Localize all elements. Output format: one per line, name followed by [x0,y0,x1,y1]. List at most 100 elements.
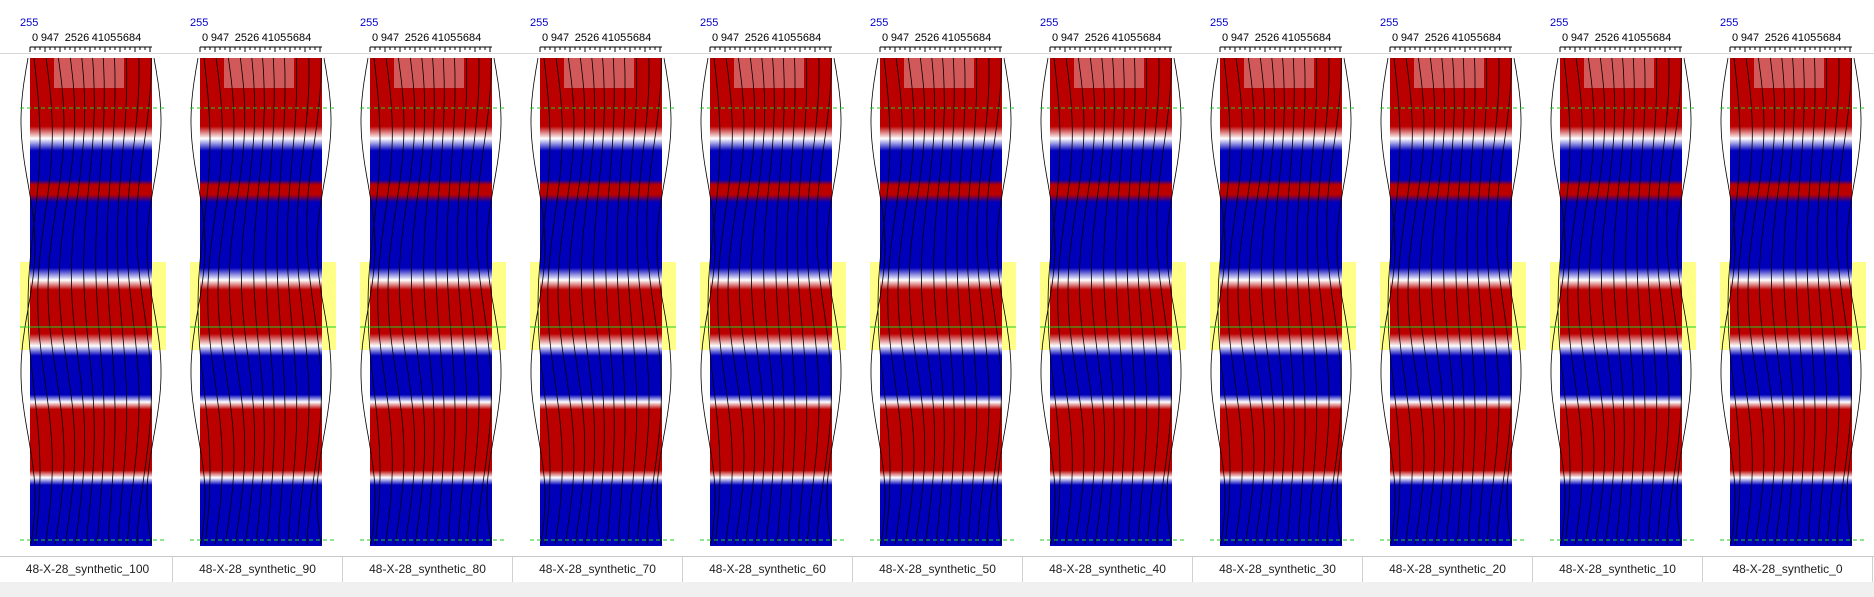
trace [456,57,468,545]
trace [1260,57,1276,545]
envelope-curve [1720,57,1736,545]
trace-group [1387,57,1512,545]
scale-tick-label: 0 [542,32,548,44]
trace [476,58,492,545]
synthetic-panel[interactable]: 255 0 947 2526 4105 5684 [20,0,194,557]
synthetic-panel[interactable]: 255 0 947 2526 4105 5684 [1380,0,1554,557]
synthetic-image [1560,58,1682,546]
trace [410,57,426,545]
scale-tick-label: 0 [882,32,888,44]
image-highlight [564,58,634,88]
trace [1443,57,1455,545]
trace [1397,57,1413,545]
amplitude-label: 255 [870,17,888,29]
envelope-curve [1166,57,1182,545]
panel-label: 48-X-28_synthetic_50 [853,557,1023,582]
trace [197,57,211,545]
trace [126,57,140,545]
scale-tick-label: 0 [1222,32,1228,44]
trace [796,57,808,545]
trace [70,57,86,545]
scale-tick-label: 947 [381,32,399,44]
scale-tick-label: 2526 [915,32,939,44]
trace [58,57,76,545]
synthetic-panel[interactable]: 255 0 947 2526 4105 5684 [1040,0,1214,557]
panel-plot: 255 0 947 2526 4105 5684 [530,17,676,546]
synthetic-image [710,58,832,546]
panel-label: 48-X-28_synthetic_100 [3,557,173,582]
panel-label: 48-X-28_synthetic_90 [173,557,343,582]
trace [265,57,275,545]
trace [1816,57,1828,545]
trace [626,57,638,545]
scale-tick-label: 0 [1562,32,1568,44]
synthetic-panel[interactable]: 255 0 947 2526 4105 5684 [1720,0,1874,557]
trace [537,57,551,545]
trace-group [1727,57,1852,545]
synthetic-panel[interactable]: 255 0 947 2526 4105 5684 [190,0,364,557]
trace [1285,57,1295,545]
amplitude-label: 255 [1040,17,1058,29]
envelope-curve [1336,57,1352,545]
panel-plot: 255 0 947 2526 4105 5684 [700,17,846,546]
trace [1666,58,1682,545]
synthetic-panel[interactable]: 255 0 947 2526 4105 5684 [1210,0,1384,557]
trace [1248,57,1266,545]
trace [1486,57,1500,545]
scale-tick-label: 947 [1401,32,1419,44]
trace [707,57,721,545]
amplitude-label: 255 [20,17,38,29]
trace [47,57,65,545]
scale-tick-label: 0 [1732,32,1738,44]
image-highlight [734,58,804,88]
trace [1567,57,1583,545]
trace [1476,57,1488,545]
synthetic-panel[interactable]: 255 0 947 2526 4105 5684 [360,0,534,557]
trace [37,57,53,545]
amplitude-label: 255 [700,17,718,29]
scale-tick-label: 4105 [1792,32,1816,44]
trace [986,58,1002,545]
scale-tick-label: 0 [1052,32,1058,44]
scale-tick-label: 2526 [1765,32,1789,44]
synthetic-image [1730,58,1852,546]
trace [568,57,586,545]
synthetic-panel[interactable]: 255 0 947 2526 4105 5684 [1550,0,1724,557]
scale-tick-label: 947 [1061,32,1079,44]
image-highlight [1414,58,1484,88]
trace [1296,57,1306,545]
trace [1770,57,1786,545]
trace [1758,57,1776,545]
scale-tick-label: 5684 [287,32,311,44]
image-highlight [904,58,974,88]
scale-tick-label: 4105 [772,32,796,44]
image-highlight [1074,58,1144,88]
trace [1577,57,1595,545]
trace [1306,57,1318,545]
panel-plot: 255 0 947 2526 4105 5684 [1720,17,1866,546]
synthetic-panel[interactable]: 255 0 947 2526 4105 5684 [870,0,1044,557]
trace [1387,57,1401,545]
trace [387,57,405,545]
horizontal-scrollbar[interactable] [0,582,1874,597]
trace [1136,57,1148,545]
scale-tick-label: 5684 [457,32,481,44]
synthetic-panel[interactable]: 255 0 947 2526 4105 5684 [700,0,874,557]
trace [1407,57,1425,545]
synthetic-image [1220,58,1342,546]
envelope-curve [20,57,36,545]
trace [887,57,903,545]
amplitude-label: 255 [1210,17,1228,29]
panel-label: 48-X-28_synthetic_0 [1703,557,1873,582]
trace [605,57,615,545]
trace-group [197,57,322,545]
trace [423,57,435,545]
synthetic-panel[interactable]: 255 0 947 2526 4105 5684 [530,0,704,557]
panel-plot: 255 0 947 2526 4105 5684 [870,17,1016,546]
amplitude-label: 255 [1550,17,1568,29]
panel-label: 48-X-28_synthetic_20 [1363,557,1533,582]
scale-tick-label: 4105 [432,32,456,44]
trace [636,57,650,545]
trace [1326,58,1342,545]
